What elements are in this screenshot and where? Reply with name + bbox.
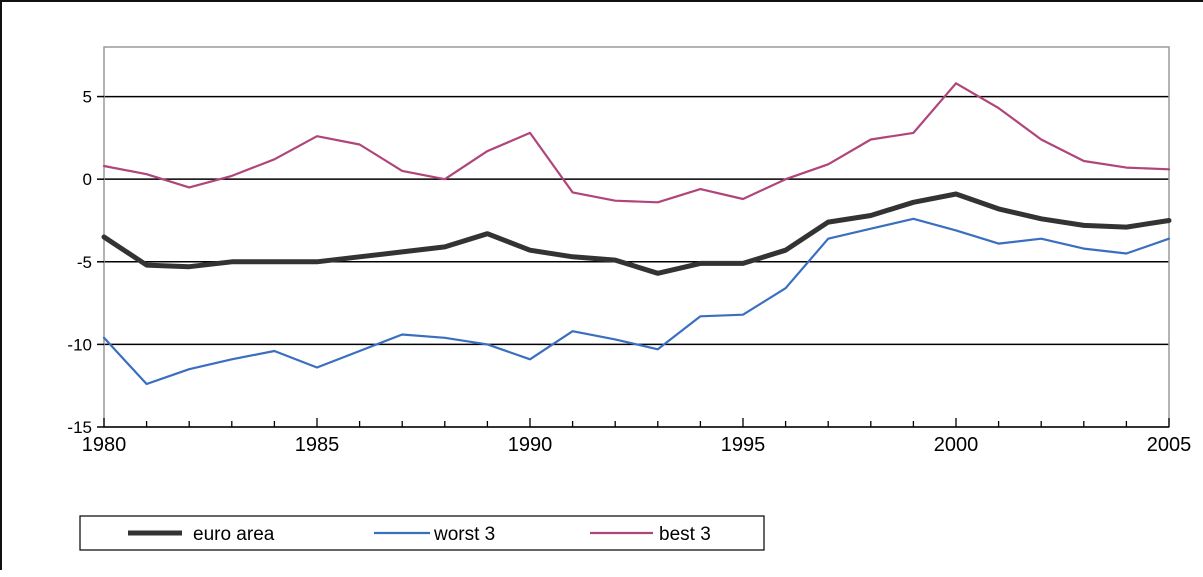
x-tick-label: 1990 (508, 434, 553, 456)
x-tick-label: 2000 (934, 434, 979, 456)
series-line-euro-area (101, 191, 1172, 276)
legend-label-euro-area: euro area (193, 524, 275, 545)
series-line-worst-3 (102, 217, 1171, 386)
series-lines (101, 82, 1172, 386)
series-line-best-3 (102, 82, 1171, 204)
x-tick-label: 1985 (295, 434, 340, 456)
y-tick-label: -10 (67, 335, 92, 354)
y-tick-label: 5 (83, 88, 92, 107)
y-tick-label: 0 (83, 170, 92, 189)
gridlines (104, 95, 1169, 346)
legend: euro area worst 3 best 3 (79, 515, 765, 551)
x-tick-label: 1980 (82, 434, 127, 456)
legend-label-worst-3: worst 3 (433, 524, 495, 545)
x-tick-label: 2005 (1147, 434, 1192, 456)
x-tick-label: 1995 (721, 434, 766, 456)
y-tick-label: -5 (77, 253, 92, 272)
plot-area-border (103, 46, 1170, 428)
y-tick-label: -15 (67, 418, 92, 437)
legend-label-best-3: best 3 (659, 524, 711, 545)
